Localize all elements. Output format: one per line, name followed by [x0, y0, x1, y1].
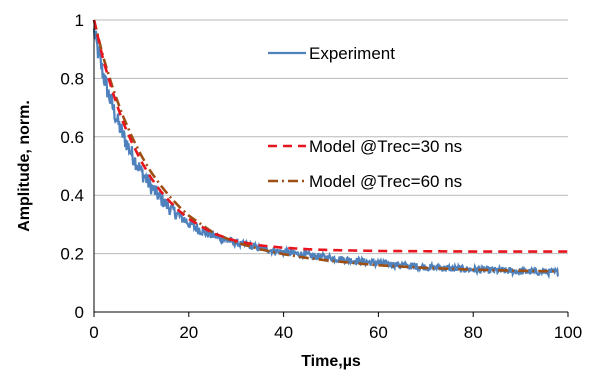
y-tick-label: 0.2: [60, 245, 84, 264]
x-tick-label: 80: [464, 323, 483, 342]
series-line-model-30ns: [92, 19, 568, 253]
y-tick-label: 0.4: [60, 186, 84, 205]
series-line-model-60ns: [92, 19, 559, 273]
x-tick-label: 60: [369, 323, 388, 342]
legend-label: Model @Trec=30 ns: [309, 137, 462, 156]
x-axis-title: Time,µs: [301, 353, 361, 370]
gridlines: [94, 19, 568, 255]
x-tick-label: 20: [179, 323, 198, 342]
x-tick-label: 0: [89, 323, 98, 342]
tick-labels: 0 0.2 0.4 0.6 0.8 1 0 20 40 60 80 100: [60, 11, 582, 342]
y-tick-label: 0.8: [60, 69, 84, 88]
y-axis-title: Amplitude, norm.: [16, 100, 33, 232]
x-tick-label: 40: [274, 323, 293, 342]
x-tick-label: 100: [554, 323, 582, 342]
y-tick-label: 0: [75, 303, 84, 322]
legend-label: Model @Trec=60 ns: [309, 172, 462, 191]
legend-label: Experiment: [309, 44, 395, 63]
y-tick-label: 0.6: [60, 128, 84, 147]
y-tick-label: 1: [75, 11, 84, 30]
axes: [93, 20, 569, 317]
series-layer: [92, 19, 568, 280]
legend: Experiment Model @Trec=30 ns Model @Trec=6…: [268, 44, 462, 191]
